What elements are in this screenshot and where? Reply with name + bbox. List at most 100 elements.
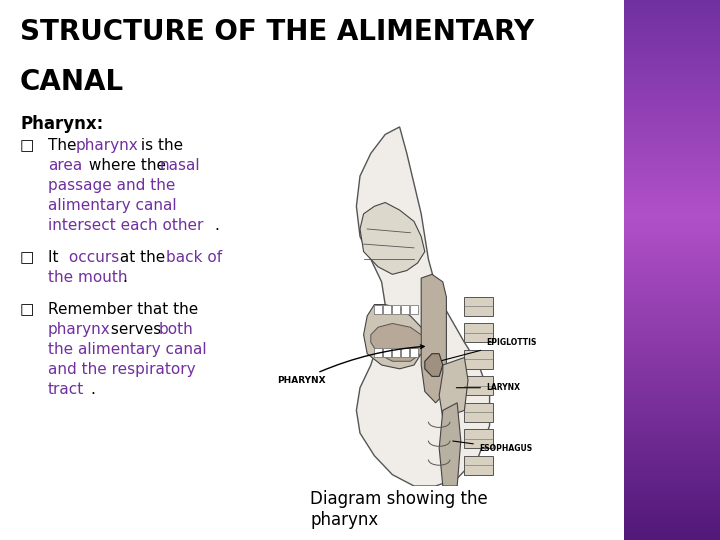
Bar [624, 85, 720, 87]
Bar [624, 178, 720, 181]
Bar [624, 488, 720, 491]
Bar [624, 518, 720, 521]
Bar [624, 432, 720, 435]
Bar [624, 119, 720, 122]
Bar [624, 231, 720, 233]
Bar [624, 463, 720, 465]
Text: PHARYNX: PHARYNX [277, 345, 424, 384]
Bar [624, 319, 720, 321]
Text: EPIGLOTTIS: EPIGLOTTIS [442, 338, 536, 361]
Bar [624, 69, 720, 71]
Bar [624, 504, 720, 507]
Bar [624, 191, 720, 194]
Text: the alimentary canal: the alimentary canal [48, 342, 207, 357]
Bar [402, 348, 409, 357]
Bar [624, 0, 720, 3]
Bar [624, 173, 720, 176]
Bar [624, 360, 720, 363]
Bar [624, 376, 720, 379]
Text: pharynx: pharynx [48, 322, 111, 337]
Bar [624, 252, 720, 255]
Bar [624, 32, 720, 35]
Bar [624, 464, 720, 467]
Bar [374, 348, 382, 357]
Bar [624, 128, 720, 131]
Bar [624, 290, 720, 293]
Bar [624, 403, 720, 406]
Bar [624, 441, 720, 444]
Bar [624, 61, 720, 64]
Bar [624, 491, 720, 494]
Bar [624, 228, 720, 232]
Bar [624, 255, 720, 259]
Bar [624, 349, 720, 352]
Bar [624, 471, 720, 475]
Bar [624, 254, 720, 256]
Polygon shape [425, 354, 443, 376]
Text: intersect each other: intersect each other [48, 218, 203, 233]
Bar [624, 482, 720, 485]
Bar [624, 227, 720, 229]
Bar [624, 444, 720, 448]
Bar [624, 205, 720, 208]
Bar [624, 353, 720, 356]
Bar [624, 366, 720, 368]
Bar [624, 466, 720, 469]
Bar [624, 268, 720, 271]
Bar [624, 43, 720, 46]
Text: the mouth: the mouth [48, 270, 127, 285]
Bar [624, 124, 720, 127]
Bar [624, 86, 720, 89]
Bar [624, 299, 720, 302]
Bar [624, 204, 720, 206]
Bar [624, 331, 720, 334]
Bar [624, 135, 720, 138]
Bar [624, 511, 720, 514]
Bar [624, 497, 720, 500]
Bar [624, 502, 720, 505]
Bar [624, 162, 720, 165]
Bar [624, 522, 720, 525]
Bar [624, 389, 720, 392]
Bar [624, 259, 720, 262]
Bar [624, 265, 720, 267]
Bar [624, 209, 720, 212]
Bar [624, 383, 720, 386]
Bar [624, 439, 720, 442]
Bar [624, 344, 720, 347]
Text: CANAL: CANAL [20, 68, 124, 96]
Bar [624, 193, 720, 195]
Text: □: □ [20, 250, 35, 265]
Bar [624, 160, 720, 163]
Text: back of: back of [166, 250, 222, 265]
Bar [624, 50, 720, 53]
Bar [410, 348, 418, 357]
Bar [624, 90, 720, 93]
Bar [624, 304, 720, 307]
Bar [383, 348, 390, 357]
Bar [624, 241, 720, 244]
Bar [624, 295, 720, 298]
Bar [464, 376, 493, 395]
Bar [624, 414, 720, 417]
Bar [624, 308, 720, 310]
Bar [624, 27, 720, 30]
Bar [624, 247, 720, 249]
Bar [624, 286, 720, 289]
Text: Diagram showing the
pharynx: Diagram showing the pharynx [310, 490, 487, 529]
Bar [624, 200, 720, 202]
Bar [624, 45, 720, 48]
Bar [624, 457, 720, 460]
Bar [624, 2, 720, 5]
Bar [624, 312, 720, 314]
Bar [624, 42, 720, 44]
Bar [624, 498, 720, 502]
Bar [624, 115, 720, 118]
Bar [624, 333, 720, 336]
Bar [624, 59, 720, 62]
Bar [624, 52, 720, 55]
Bar [624, 201, 720, 205]
Bar [624, 146, 720, 148]
Text: and the respiratory: and the respiratory [48, 362, 196, 377]
Bar [624, 150, 720, 152]
